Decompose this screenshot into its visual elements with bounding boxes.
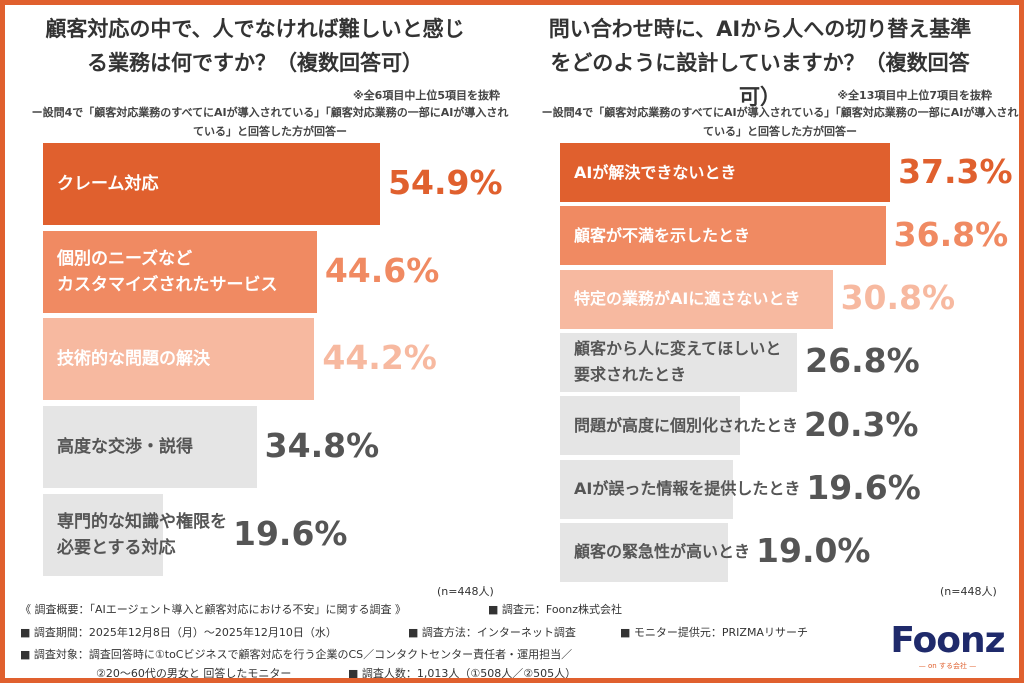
bar-label: 高度な交渉・説得 bbox=[57, 437, 193, 458]
bar-label: 顧客から人に変えてほしいと 要求されたとき bbox=[574, 339, 782, 385]
footer-source: ■ 調査元：Foonz株式会社 bbox=[488, 603, 623, 616]
bar bbox=[43, 318, 315, 401]
right-subtitle: ー設問4で「顧客対応業務のすべてにAIが導入されている」「顧客対応業務の一部にA… bbox=[541, 106, 1019, 138]
left-n: (n=448人) bbox=[437, 585, 494, 598]
footer-method: ■ 調査方法：インターネット調査 bbox=[408, 626, 576, 639]
bar bbox=[560, 269, 833, 329]
bar-label: AIが解決できないとき bbox=[574, 162, 737, 182]
bar bbox=[560, 396, 740, 456]
value-label: 19.6% bbox=[233, 513, 348, 553]
bar bbox=[560, 522, 729, 582]
right-n: (n=448人) bbox=[940, 585, 997, 598]
bar bbox=[43, 143, 381, 225]
bar bbox=[560, 459, 734, 519]
value-label: 44.6% bbox=[324, 250, 440, 290]
foonz-logo: Foonz — on する会社 — bbox=[890, 620, 1005, 671]
footer-target-2: ②20～60代の男女と 回答したモニター bbox=[96, 667, 292, 680]
logo-tagline: — on する会社 — bbox=[918, 662, 977, 670]
value-label: 30.8% bbox=[840, 278, 956, 318]
left-title: 顧客対応の中で、人でなければ難しいと感じる業務は何ですか？（複数回答可） bbox=[45, 17, 465, 75]
value-label: 37.3% bbox=[898, 151, 1013, 191]
footer-overview: 《 調査概要：「AIエージェント導入と顧客対応における不安」に関する調査 》 bbox=[20, 603, 407, 616]
value-label: 54.9% bbox=[388, 163, 503, 202]
bar bbox=[43, 230, 317, 313]
value-label: 26.8% bbox=[805, 341, 920, 381]
left-note: ※全6項目中上位5項目を抜粋 bbox=[352, 89, 500, 102]
bar bbox=[560, 332, 798, 392]
bar-label: 顧客の緊急性が高いとき bbox=[574, 542, 751, 562]
footer-count: ■ 調査人数：1,013人（①508人／②505人） bbox=[348, 667, 577, 680]
bar-label: 個別のニーズなど カスタマイズされたサービス bbox=[57, 248, 278, 295]
right-note: ※全13項目中上位7項目を抜粋 bbox=[837, 89, 992, 102]
value-label: 34.8% bbox=[264, 426, 380, 466]
logo-text: Foonz bbox=[890, 620, 1005, 661]
bar bbox=[560, 143, 891, 202]
bar bbox=[43, 406, 257, 489]
value-label: 36.8% bbox=[893, 214, 1009, 254]
footer-target: ■ 調査対象：調査回答時に①toCビジネスで顧客対応を行う企業のCS／コンタクト… bbox=[20, 648, 573, 661]
bar-label: 特定の業務がAIに適さないとき bbox=[574, 289, 801, 309]
left-subtitle: ー設問4で「顧客対応業務のすべてにAIが導入されている」「顧客対応業務の一部にA… bbox=[31, 106, 509, 138]
bar-label: 専門的な知識や権限を 必要とする対応 bbox=[57, 511, 227, 558]
bar-label: 顧客が不満を示したとき bbox=[574, 225, 751, 245]
value-label: 44.2% bbox=[322, 338, 437, 378]
bar-label: 技術的な問題の解決 bbox=[57, 349, 210, 370]
value-label: 20.3% bbox=[804, 404, 919, 444]
bar bbox=[43, 493, 164, 576]
right-title: 問い合わせ時に、AIから人への切り替え基準をどのように設計していますか？（複数回… bbox=[548, 17, 972, 109]
value-label: 19.0% bbox=[756, 531, 871, 571]
bar bbox=[560, 206, 886, 266]
footer-period: ■ 調査期間：2025年12月8日（月）～2025年12月10日（水） bbox=[20, 626, 337, 639]
footer-provider: ■ モニター提供元：PRIZMAリサーチ bbox=[620, 626, 808, 639]
bar-label: 問題が高度に個別化されたとき bbox=[574, 415, 799, 435]
value-label: 19.6% bbox=[806, 468, 921, 507]
bar-label: クレーム対応 bbox=[57, 174, 159, 194]
bar-label: AIが誤った情報を提供したとき bbox=[574, 479, 801, 498]
